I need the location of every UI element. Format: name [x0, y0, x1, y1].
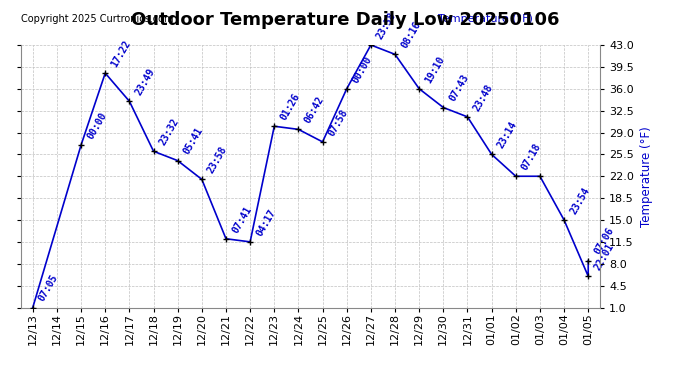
- Text: 04:17: 04:17: [255, 207, 277, 238]
- Text: 23:58: 23:58: [375, 10, 398, 41]
- Text: Copyright 2025 Curtronics.com: Copyright 2025 Curtronics.com: [21, 14, 173, 24]
- Text: 23:54: 23:54: [569, 185, 591, 216]
- Text: 05:41: 05:41: [182, 126, 205, 156]
- Text: 07:43: 07:43: [448, 73, 471, 104]
- Text: Temperature (°F): Temperature (°F): [438, 14, 533, 24]
- Text: 07:18: 07:18: [520, 142, 543, 172]
- Y-axis label: Temperature (°F): Temperature (°F): [640, 126, 653, 226]
- Text: 19:10: 19:10: [424, 54, 446, 85]
- Text: 08:16: 08:16: [400, 20, 422, 50]
- Text: 23:49: 23:49: [134, 67, 157, 97]
- Text: 00:00: 00:00: [351, 54, 374, 85]
- Text: 01:26: 01:26: [279, 92, 302, 122]
- Text: 22:01: 22:01: [593, 242, 615, 272]
- Text: 23:32: 23:32: [158, 117, 181, 147]
- Text: 07:05: 07:05: [37, 273, 60, 303]
- Text: 07:58: 07:58: [327, 107, 350, 138]
- Text: 07:41: 07:41: [230, 204, 253, 235]
- Text: 23:48: 23:48: [472, 82, 495, 113]
- Text: 07:06: 07:06: [593, 226, 615, 256]
- Text: 00:00: 00:00: [86, 110, 108, 141]
- Text: 17:22: 17:22: [110, 39, 132, 69]
- Text: 23:14: 23:14: [496, 120, 519, 150]
- Text: Outdoor Temperature Daily Low 20250106: Outdoor Temperature Daily Low 20250106: [130, 11, 560, 29]
- Text: 23:58: 23:58: [206, 145, 229, 175]
- Text: 06:42: 06:42: [303, 95, 326, 125]
